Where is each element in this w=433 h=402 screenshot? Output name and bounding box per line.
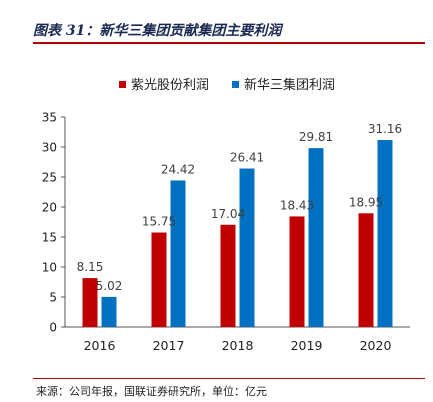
data-label: 29.81 [299,130,333,144]
data-label: 17.04 [211,207,245,221]
bar-2-2016 [101,296,117,327]
title-rule [33,42,425,44]
data-label: 24.42 [161,162,195,176]
bar-1-2020 [358,213,374,327]
x-tick-label: 2018 [222,338,254,353]
y-tick-label: 20 [42,201,57,215]
bar-2-2019 [308,148,324,327]
legend-swatch-1 [119,81,126,88]
y-tick-label: 0 [49,321,57,335]
data-label: 26.41 [230,151,264,165]
x-tick-label: 2019 [291,338,323,353]
data-label: 8.15 [77,260,104,274]
bar-2-2018 [239,168,255,327]
x-tick-label: 2020 [360,338,392,353]
data-labels: 8.15 5.02 15.75 24.42 17.04 26.41 18.43 29.81 18… [77,122,403,293]
legend-label-2: 新华三集团利润 [244,77,335,93]
x-axis: 2016 2017 2018 2019 2020 [65,326,410,353]
bar-1-2018 [220,224,236,327]
legend-label-1: 紫光股份利润 [131,78,209,93]
source-note: 来源：公司年报，国联证券研究所，单位：亿元 [36,385,267,398]
y-tick-label: 10 [42,261,57,275]
bar-1-2017 [151,232,167,327]
legend-swatch-2 [232,81,239,88]
y-tick-label: 25 [42,171,57,185]
x-tick-label: 2017 [153,338,185,353]
bar-series [82,140,393,327]
y-axis: 0 5 10 15 20 25 30 35 [42,111,66,335]
figure-header: 图表 31：新华三集团贡献集团主要利润 [33,14,423,44]
footer-rule [33,378,425,379]
bar-2-2017 [170,180,186,327]
y-tick-label: 5 [49,291,57,305]
figure-title: 图表 31：新华三集团贡献集团主要利润 [33,23,282,39]
y-tick-label: 30 [42,141,57,155]
bar-2-2020 [377,140,393,327]
data-label: 31.16 [368,122,402,136]
bar-1-2019 [289,216,305,327]
x-tick-label: 2016 [84,338,116,353]
data-label: 15.75 [142,215,176,229]
data-label: 18.43 [280,198,314,212]
chart-legend: 紫光股份利润 新华三集团利润 [119,77,335,93]
data-label: 5.02 [96,279,123,293]
y-tick-label: 15 [42,231,57,245]
bar-1-2016 [82,278,98,327]
y-tick-label: 35 [42,111,57,125]
data-label: 18.95 [349,195,383,209]
